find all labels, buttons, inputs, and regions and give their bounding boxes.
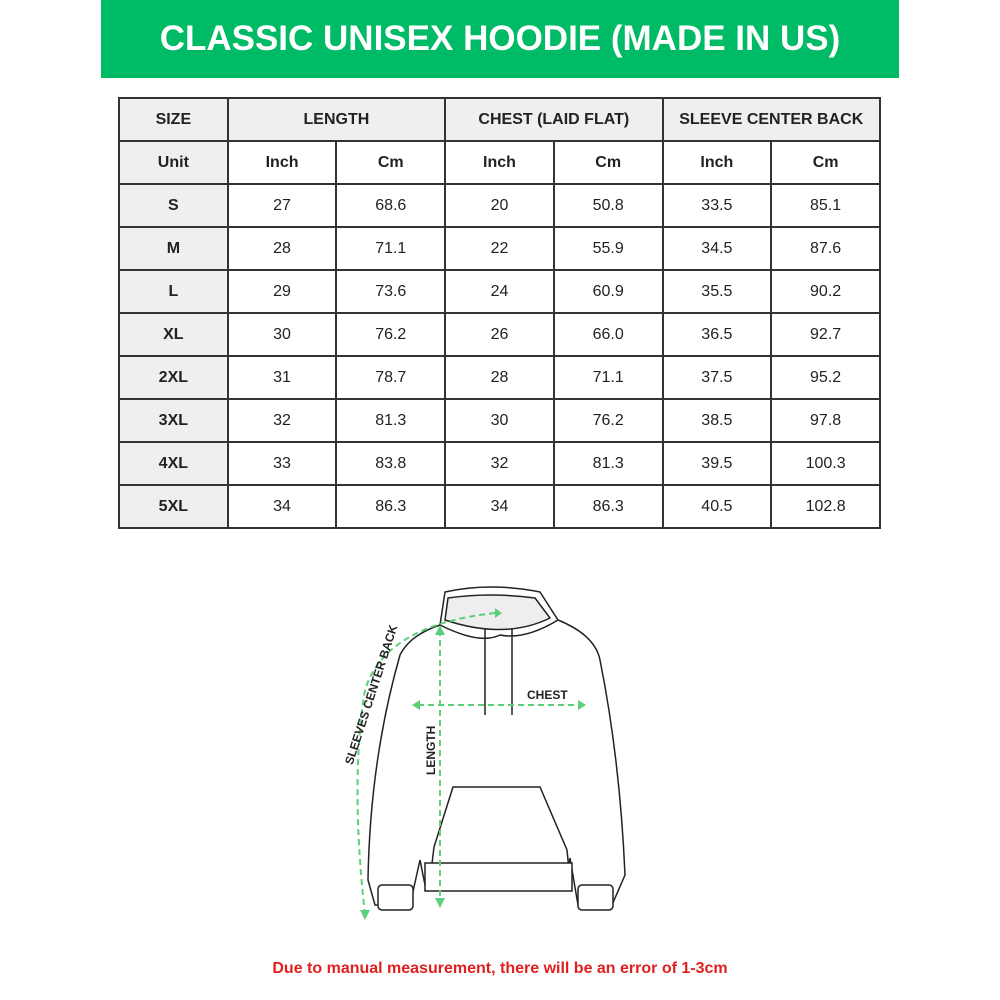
unit-cell: Cm: [335, 140, 447, 185]
size-chart-table: SIZE LENGTH CHEST (LAID FLAT) SLEEVE CEN…: [118, 97, 882, 529]
value-cell: 100.3: [770, 441, 881, 486]
value-cell: 35.5: [661, 269, 773, 314]
value-cell: 24: [444, 269, 555, 314]
value-cell: 36.5: [661, 312, 773, 357]
chest-label: CHEST: [527, 688, 568, 702]
hoodie-illustration: [356, 586, 626, 920]
table-row: 2XL 31 78.7 28 71.1 37.5 95.2: [118, 355, 881, 400]
unit-cell: Cm: [552, 140, 664, 185]
header-length: LENGTH: [226, 97, 447, 142]
unit-row: Unit Inch Cm Inch Cm Inch Cm: [118, 140, 881, 185]
size-cell: 4XL: [118, 441, 229, 486]
value-cell: 22: [444, 226, 555, 271]
value-cell: 34: [226, 484, 338, 529]
table-row: 3XL 32 81.3 30 76.2 38.5 97.8: [118, 398, 881, 443]
value-cell: 76.2: [552, 398, 664, 443]
size-cell: XL: [118, 312, 229, 357]
hoodie-diagram: CHEST LENGTH SLEEVES CENTER BACK: [330, 580, 630, 930]
length-label: LENGTH: [424, 725, 438, 775]
table-row: 4XL 33 83.8 32 81.3 39.5 100.3: [118, 441, 881, 486]
value-cell: 86.3: [552, 484, 664, 529]
size-cell: 3XL: [118, 398, 229, 443]
unit-cell: Cm: [770, 140, 881, 185]
value-cell: 86.3: [335, 484, 447, 529]
value-cell: 81.3: [335, 398, 447, 443]
value-cell: 66.0: [552, 312, 664, 357]
size-cell: 2XL: [118, 355, 229, 400]
value-cell: 55.9: [552, 226, 664, 271]
size-cell: S: [118, 183, 229, 228]
table-row: M 28 71.1 22 55.9 34.5 87.6: [118, 226, 881, 271]
unit-cell: Inch: [444, 140, 555, 185]
value-cell: 95.2: [770, 355, 881, 400]
value-cell: 30: [226, 312, 338, 357]
measurement-note: Due to manual measurement, there will be…: [272, 960, 728, 977]
value-cell: 37.5: [661, 355, 773, 400]
value-cell: 81.3: [552, 441, 664, 486]
value-cell: 32: [444, 441, 555, 486]
table-row: 5XL 34 86.3 34 86.3 40.5 102.8: [118, 484, 881, 529]
value-cell: 71.1: [335, 226, 447, 271]
table-row: S 27 68.6 20 50.8 33.5 85.1: [118, 183, 881, 228]
table-row: L 29 73.6 24 60.9 35.5 90.2: [118, 269, 881, 314]
value-cell: 85.1: [770, 183, 881, 228]
value-cell: 102.8: [770, 484, 881, 529]
value-cell: 33.5: [661, 183, 773, 228]
value-cell: 29: [226, 269, 338, 314]
unit-cell: Unit: [118, 140, 229, 185]
value-cell: 27: [226, 183, 338, 228]
value-cell: 34: [444, 484, 555, 529]
header-sleeve: SLEEVE CENTER BACK: [661, 97, 882, 142]
size-cell: M: [118, 226, 229, 271]
header-row: SIZE LENGTH CHEST (LAID FLAT) SLEEVE CEN…: [118, 97, 882, 142]
table-row: XL 30 76.2 26 66.0 36.5 92.7: [118, 312, 881, 357]
size-cell: L: [118, 269, 229, 314]
value-cell: 73.6: [335, 269, 447, 314]
unit-cell: Inch: [661, 140, 773, 185]
value-cell: 28: [444, 355, 555, 400]
header-size: SIZE: [118, 97, 229, 142]
value-cell: 20: [444, 183, 555, 228]
value-cell: 50.8: [552, 183, 664, 228]
value-cell: 68.6: [335, 183, 447, 228]
value-cell: 34.5: [661, 226, 773, 271]
value-cell: 78.7: [335, 355, 447, 400]
value-cell: 90.2: [770, 269, 881, 314]
value-cell: 31: [226, 355, 338, 400]
value-cell: 83.8: [335, 441, 447, 486]
value-cell: 92.7: [770, 312, 881, 357]
value-cell: 97.8: [770, 398, 881, 443]
value-cell: 40.5: [661, 484, 773, 529]
value-cell: 30: [444, 398, 555, 443]
value-cell: 71.1: [552, 355, 664, 400]
header-chest: CHEST (LAID FLAT): [444, 97, 664, 142]
unit-cell: Inch: [226, 140, 338, 185]
value-cell: 38.5: [661, 398, 773, 443]
page-title: CLASSIC UNISEX HOODIE (MADE IN US): [101, 0, 899, 78]
value-cell: 60.9: [552, 269, 664, 314]
value-cell: 33: [226, 441, 338, 486]
value-cell: 87.6: [770, 226, 881, 271]
value-cell: 26: [444, 312, 555, 357]
size-cell: 5XL: [118, 484, 229, 529]
value-cell: 32: [226, 398, 338, 443]
value-cell: 28: [226, 226, 338, 271]
value-cell: 76.2: [335, 312, 447, 357]
value-cell: 39.5: [661, 441, 773, 486]
